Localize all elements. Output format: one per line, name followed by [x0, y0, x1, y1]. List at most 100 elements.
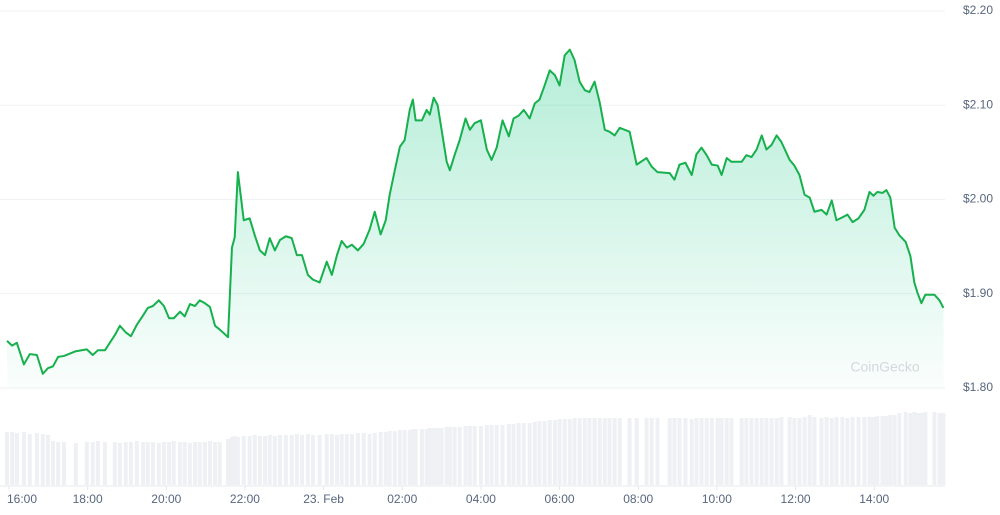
volume-bar: [655, 418, 660, 485]
volume-bar: [392, 431, 397, 485]
volume-bar: [397, 430, 402, 485]
volume-bar: [161, 442, 166, 485]
x-tick-label: 23. Feb: [303, 492, 344, 506]
volume-bar: [834, 417, 839, 485]
volume-bar: [871, 417, 876, 485]
volume-bar: [617, 418, 622, 485]
volume-bar: [704, 418, 709, 485]
volume-bar: [572, 418, 577, 485]
volume-bar: [27, 434, 32, 485]
y-tick-label: $2.20: [963, 3, 993, 17]
volume-bar: [807, 415, 812, 485]
volume-bar: [367, 434, 372, 485]
volume-bar: [447, 427, 452, 485]
volume-bar: [919, 413, 924, 485]
volume-bar: [749, 418, 754, 485]
volume-bar: [932, 412, 937, 485]
volume-bar: [506, 424, 511, 485]
volume-bar: [597, 418, 602, 485]
volume-bar: [355, 433, 360, 485]
volume-bar: [229, 437, 234, 485]
volume-bar: [612, 418, 617, 485]
volume-bar: [62, 442, 67, 485]
volume-bar: [567, 419, 572, 485]
volume-bar: [516, 423, 521, 485]
volume-bar: [457, 427, 462, 485]
volume-bar: [880, 416, 885, 485]
x-tick-label: 22:00: [230, 492, 260, 506]
volume-bar: [178, 442, 183, 485]
volume-bar: [310, 435, 315, 485]
volume-bar: [923, 412, 928, 485]
volume-bar: [649, 418, 654, 485]
volume-bar: [867, 417, 872, 485]
volume-bar: [903, 412, 908, 485]
volume-bar: [521, 423, 526, 485]
volume-bar: [123, 442, 128, 485]
volume-bar: [582, 418, 587, 485]
x-tick-label: 16:00: [7, 492, 37, 506]
x-tick-label: 04:00: [466, 492, 496, 506]
volume-bar: [252, 435, 257, 485]
volume-bar: [915, 413, 920, 485]
volume-bar: [689, 419, 694, 485]
volume-bar: [937, 413, 942, 485]
volume-bar: [739, 418, 744, 485]
volume-bar: [202, 442, 207, 485]
volume-bar: [283, 435, 288, 485]
x-tick-label: 20:00: [151, 492, 181, 506]
volume-bar: [829, 418, 834, 485]
volume-bar: [84, 442, 89, 485]
volume-bar: [888, 415, 893, 485]
volume-bar: [587, 418, 592, 485]
volume-bar: [484, 425, 489, 485]
volume-bar: [232, 436, 237, 485]
volume-bar: [226, 439, 231, 485]
x-tick-label: 02:00: [387, 492, 417, 506]
volume-bar: [672, 418, 677, 485]
volume-bar: [444, 427, 449, 485]
volume-bar: [602, 418, 607, 485]
volume-bar: [235, 437, 240, 485]
volume-bar: [542, 421, 547, 485]
volume-bar: [34, 433, 39, 485]
volume-bar: [774, 418, 779, 485]
volume-bar: [413, 429, 418, 485]
volume-bar: [361, 433, 366, 485]
volume-bar: [95, 441, 100, 485]
volume-bars: [5, 412, 946, 485]
volume-bar: [197, 442, 202, 485]
volume-bar: [724, 418, 729, 485]
volume-bar: [754, 418, 759, 485]
volume-bar: [192, 442, 197, 485]
volume-bar: [463, 426, 468, 485]
volume-bar: [787, 417, 792, 485]
volume-bar: [289, 435, 294, 485]
volume-bar: [769, 418, 774, 485]
volume-bar: [150, 442, 155, 485]
volume-bar: [467, 426, 472, 485]
volume-bar: [683, 418, 688, 485]
volume-bar: [45, 435, 50, 485]
volume-bar: [339, 434, 344, 485]
volume-bar: [719, 418, 724, 485]
volume-bar: [699, 418, 704, 485]
y-tick-label: $2.10: [963, 97, 993, 111]
volume-bar: [607, 418, 612, 485]
volume-bar: [634, 418, 639, 485]
volume-bar: [452, 427, 457, 485]
volume-bar: [247, 436, 252, 485]
volume-bar: [182, 442, 187, 485]
volume-bar: [759, 418, 764, 485]
volume-bar: [5, 432, 9, 485]
volume-bar: [344, 434, 349, 485]
volume-bar: [277, 435, 282, 485]
volume-bar: [267, 435, 272, 485]
volume-bar: [334, 435, 339, 485]
volume-bar: [644, 418, 649, 485]
volume-bar: [141, 442, 146, 485]
volume-bar: [845, 418, 850, 485]
volume-bar: [56, 442, 61, 485]
